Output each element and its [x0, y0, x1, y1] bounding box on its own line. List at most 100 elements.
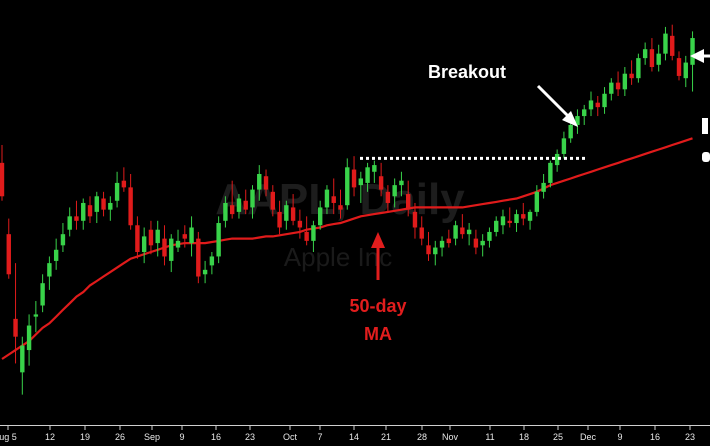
candle: [642, 42, 648, 65]
candle-body-up: [500, 216, 506, 226]
candle-body-up: [284, 205, 289, 221]
candle: [473, 229, 479, 255]
candle-body-down: [6, 234, 11, 275]
candle: [433, 240, 438, 266]
candle-body-down: [0, 162, 5, 197]
candle: [128, 174, 133, 230]
candle-body-up: [53, 249, 59, 261]
candle-body-up: [33, 314, 39, 317]
candle-body-down: [229, 205, 235, 215]
x-tick-label: Sep: [144, 432, 160, 442]
candle: [317, 200, 323, 230]
candle: [609, 78, 614, 101]
candle: [60, 223, 66, 252]
candle: [53, 238, 59, 270]
candle: [385, 185, 391, 212]
candle: [13, 263, 18, 364]
candle: [121, 167, 127, 192]
candle-body-up: [683, 62, 688, 79]
candle-body-down: [507, 220, 512, 224]
candle: [297, 209, 303, 239]
candle: [588, 91, 594, 117]
candle-body-up: [209, 256, 215, 266]
candle: [670, 24, 675, 61]
breakout-label: Breakout: [428, 62, 506, 82]
candle-body-down: [101, 198, 106, 210]
candle-body-up: [656, 53, 661, 65]
candle: [141, 227, 147, 264]
candle-body-up: [622, 73, 628, 90]
candle: [20, 336, 25, 395]
candle-body-up: [453, 225, 458, 239]
candle-body-up: [514, 214, 519, 224]
candle: [338, 189, 343, 219]
candle-body-up: [568, 124, 573, 139]
x-tick-label: 12: [45, 432, 55, 442]
candle-body-up: [108, 202, 113, 210]
candle: [426, 231, 431, 261]
candle-body-down: [263, 176, 269, 190]
candle-body-up: [202, 269, 208, 275]
candle-body-down: [243, 200, 248, 210]
candle: [466, 223, 472, 246]
candle-body-down: [196, 238, 201, 277]
candle-body-down: [378, 176, 384, 190]
candle: [202, 260, 208, 284]
candle: [548, 160, 553, 188]
candle-body-down: [385, 191, 391, 203]
x-tick-label: 16: [211, 432, 221, 442]
candle: [561, 131, 567, 159]
candle: [595, 96, 600, 117]
candle-body-up: [94, 196, 99, 212]
candle-body-up: [636, 58, 641, 79]
x-tick-label: 11: [485, 432, 494, 442]
candle: [582, 104, 587, 125]
candle: [514, 209, 519, 232]
candle-body-down: [412, 211, 418, 228]
x-tick-label: 9: [617, 432, 622, 442]
candle: [507, 207, 512, 228]
candle-body-down: [128, 187, 133, 226]
candle-body-down: [460, 227, 465, 235]
candle-body-up: [372, 165, 377, 172]
candle: [270, 185, 275, 217]
candle: [453, 220, 458, 246]
annotations: Breakout 50-day MA: [349, 49, 710, 344]
candle: [6, 218, 11, 279]
candle: [324, 185, 330, 215]
x-tick-label: 18: [519, 432, 529, 442]
candle: [419, 216, 424, 246]
x-tick-label: Oct: [283, 432, 298, 442]
candles-layer: [0, 24, 695, 395]
candle-body-down: [304, 231, 309, 241]
candle-body-up: [433, 247, 438, 255]
candle-body-up: [223, 202, 228, 221]
x-tick-label: 21: [381, 432, 391, 442]
candle-body-up: [324, 189, 330, 208]
candle-body-up: [582, 109, 587, 117]
candle-body-down: [148, 229, 154, 246]
candle-body-down: [277, 211, 282, 228]
candle: [223, 196, 228, 228]
candle-body-up: [439, 240, 445, 248]
candle-body-up: [534, 191, 540, 212]
candle: [87, 196, 93, 224]
candle-body-down: [406, 194, 411, 210]
candle-body-up: [358, 178, 364, 186]
candle-body-down: [670, 35, 675, 56]
x-tick-label: ug 5: [0, 432, 17, 442]
candle: [148, 220, 154, 255]
candle: [101, 191, 106, 217]
x-tick-label: 25: [553, 432, 563, 442]
candle: [74, 200, 79, 230]
candle-body-up: [175, 240, 181, 248]
candle-body-down: [74, 216, 79, 221]
candle-body-down: [595, 102, 600, 108]
candle-body-up: [602, 93, 607, 108]
candle-body-down: [121, 180, 127, 188]
candle-body-up: [541, 182, 546, 192]
candle: [541, 174, 546, 199]
candle-body-up: [365, 167, 370, 183]
x-tick-label: Nov: [442, 432, 459, 442]
candle: [412, 202, 418, 239]
